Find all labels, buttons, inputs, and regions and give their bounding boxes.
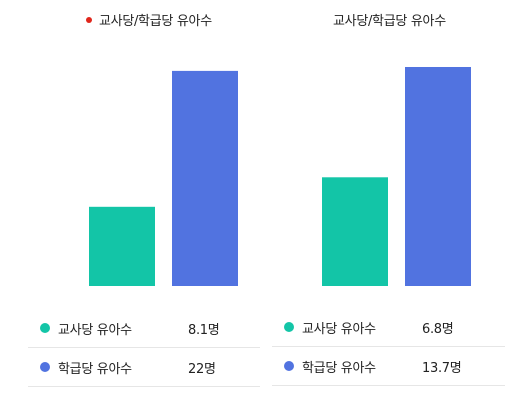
bar-chart-left xyxy=(89,70,238,286)
legend-label: 교사당 유아수 xyxy=(302,321,376,337)
chart-title: 교사당/학급당 유아수 xyxy=(86,10,212,29)
bar-classes xyxy=(172,70,238,286)
legend-row-teachers: 교사당 유아수 6.8명 xyxy=(272,308,505,347)
legend-value: 22명 xyxy=(188,361,216,377)
legend-label: 학급당 유아수 xyxy=(302,360,376,376)
legend-row-classes: 학급당 유아수 22명 xyxy=(28,348,260,387)
legend-row-teachers: 교사당 유아수 8.1명 xyxy=(28,309,260,348)
legend-dot-icon xyxy=(284,361,294,371)
legend-dot-icon xyxy=(40,323,50,333)
legend-right: 교사당 유아수 6.8명 학급당 유아수 13.7명 xyxy=(272,308,505,386)
bar-classes xyxy=(405,66,471,287)
bar-teachers xyxy=(322,177,388,286)
legend-label: 학급당 유아수 xyxy=(58,361,132,377)
title-bullet-icon xyxy=(86,16,92,23)
chart-panel-right: 교사당/학급당 유아수 교사당 유아수 6.8명 학급당 유아수 13.7명 xyxy=(265,0,505,402)
legend-value: 6.8명 xyxy=(422,321,454,337)
legend-value: 13.7명 xyxy=(422,360,462,376)
legend-dot-icon xyxy=(284,322,294,332)
legend-value: 8.1명 xyxy=(188,322,220,338)
chart-title: 교사당/학급당 유아수 xyxy=(333,10,446,29)
chart-panel-left: 교사당/학급당 유아수 교사당 유아수 8.1명 학급당 유아수 22명 xyxy=(28,10,260,387)
legend-dot-icon xyxy=(40,362,50,372)
legend-left: 교사당 유아수 8.1명 학급당 유아수 22명 xyxy=(28,309,260,387)
legend-label: 교사당 유아수 xyxy=(58,322,132,338)
chart-title-text: 교사당/학급당 유아수 xyxy=(99,14,212,29)
bar-teachers xyxy=(89,206,155,286)
bar-chart-right xyxy=(322,66,471,287)
chart-title-text: 교사당/학급당 유아수 xyxy=(333,14,446,29)
legend-row-classes: 학급당 유아수 13.7명 xyxy=(272,347,505,386)
